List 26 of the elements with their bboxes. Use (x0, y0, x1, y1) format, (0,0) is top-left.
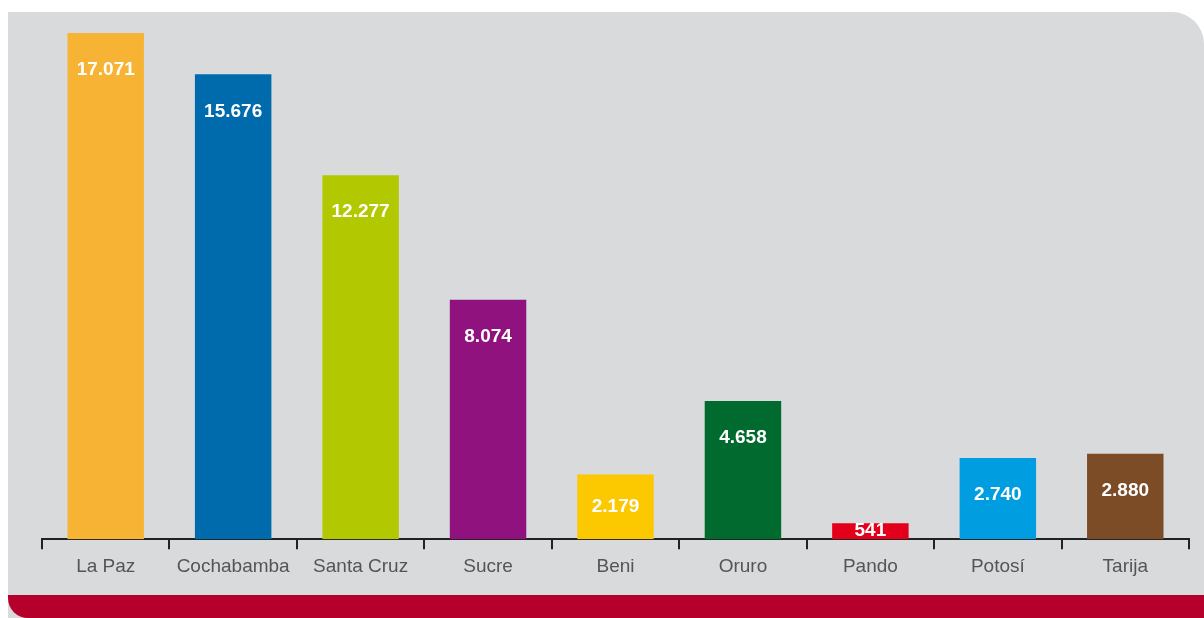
data-label: 2.740 (974, 483, 1022, 505)
x-tick-label: Pando (842, 554, 898, 576)
x-tick-label: Sucre (463, 554, 513, 576)
bar (704, 401, 782, 540)
data-label: 15.676 (204, 99, 263, 121)
bar (959, 457, 1037, 540)
bar (322, 175, 399, 540)
x-tick-label: Oruro (718, 554, 768, 576)
x-tick-label: Tarija (1102, 554, 1149, 576)
data-label: 12.277 (331, 200, 390, 222)
bar (577, 474, 654, 540)
bar (1087, 453, 1164, 540)
x-tick-label: Potosí (970, 554, 1026, 576)
data-label: 17.071 (76, 58, 136, 80)
data-label: 2.179 (591, 495, 640, 517)
data-label: 541 (854, 519, 887, 541)
data-label: 4.658 (719, 426, 767, 448)
x-tick-label: Santa Cruz (313, 554, 409, 576)
bar (194, 74, 272, 540)
bar (449, 299, 527, 540)
bar (67, 33, 144, 540)
data-label: 8.074 (464, 325, 513, 347)
x-tick-label: La Paz (76, 554, 136, 576)
data-label: 2.880 (1101, 479, 1150, 501)
x-tick-label: Beni (596, 554, 635, 576)
x-tick-label: Cochabamba (176, 554, 291, 576)
